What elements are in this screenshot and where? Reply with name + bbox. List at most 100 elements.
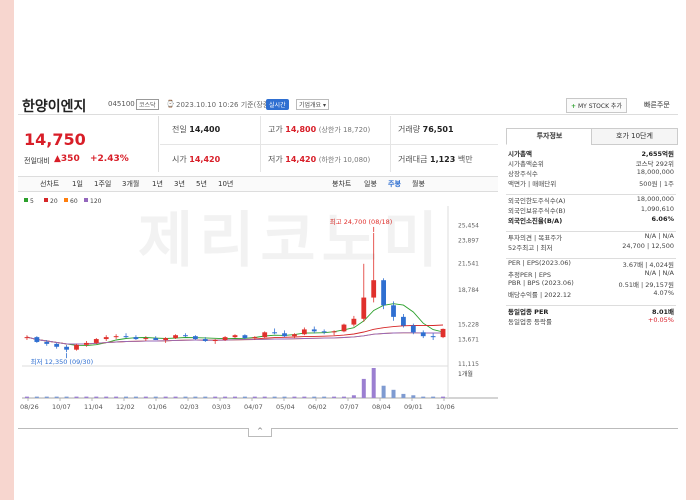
company-overview-button[interactable]: 기업개요 ▾ xyxy=(296,99,330,110)
info-row-label: 배당수익률 | 2022.12 xyxy=(508,291,572,299)
info-row-label: 상장주식수 xyxy=(508,170,538,178)
volume-bar xyxy=(272,396,277,398)
high-label: 고가 xyxy=(268,125,283,134)
info-row-per: PER | EPS(2023.06) 3.67배 | 4,024원 xyxy=(506,258,676,269)
low-value: 14,420 xyxy=(285,155,317,164)
tab-candle-chart[interactable]: 봉차트 xyxy=(332,180,352,188)
open-label: 시가 xyxy=(172,155,187,164)
volume-bar xyxy=(233,396,237,398)
tab-invest-info[interactable]: 투자정보 xyxy=(506,128,593,145)
info-row-per: 추정PER | EPS N/A | N/A xyxy=(506,269,676,279)
info-row-value: N/A | N/A xyxy=(644,232,674,240)
volume-bar xyxy=(84,396,89,398)
tab-3year[interactable]: 3년 xyxy=(174,180,185,188)
low-label: 저가 xyxy=(268,155,283,164)
amount-label: 거래대금 xyxy=(398,155,428,164)
watermark-text: 제리코노미 xyxy=(138,206,444,276)
tab-3month[interactable]: 3개월 xyxy=(122,180,140,188)
tab-monthly[interactable]: 월봉 xyxy=(412,180,425,188)
candle-body xyxy=(430,336,436,338)
collapse-toggle-button[interactable]: ^ xyxy=(248,428,272,437)
x-tick-label: 04/07 xyxy=(244,403,263,411)
x-tick-label: 09/01 xyxy=(404,403,423,411)
bottom-divider xyxy=(18,428,678,429)
candle-body xyxy=(381,280,387,306)
candle-body xyxy=(153,338,159,341)
volume-bar xyxy=(252,396,257,398)
quick-order-button[interactable]: 빠른주문 xyxy=(644,101,670,109)
info-row-value: N/A | N/A xyxy=(644,269,674,277)
volume-bar xyxy=(163,396,168,398)
legend-label: 5 xyxy=(30,198,34,205)
x-tick-label: 07/07 xyxy=(340,403,359,411)
tab-weekly[interactable]: 주봉 xyxy=(388,180,401,188)
volume-bar xyxy=(124,396,129,398)
info-row-label: 추정PER | EPS xyxy=(508,271,551,279)
invest-info-table: 시가총액 2,655억원 시가총액순위 코스닥 292위 상장주식수 18,000,000… xyxy=(506,148,676,326)
price-chart[interactable]: 제리코노미 5 20 60 120 25,454 23,897 21,541 18,784 15… xyxy=(18,192,498,432)
volume-bar xyxy=(371,368,376,398)
volume-bar xyxy=(64,396,69,398)
volume-bar xyxy=(114,396,119,398)
mystock-add-button[interactable]: + MY STOCK 추가 xyxy=(566,98,627,113)
company-overview-label: 기업개요 xyxy=(299,102,322,109)
candle-body xyxy=(361,297,367,319)
volume-bar xyxy=(203,396,208,398)
stock-name[interactable]: 한양이엔지 xyxy=(22,99,87,115)
tab-1day[interactable]: 1일 xyxy=(72,180,83,188)
amount-cell: 거래대금 1,123 백만 xyxy=(398,154,473,165)
volume-bar xyxy=(391,389,396,398)
info-tabs: 투자정보 호가 10단계 xyxy=(506,128,678,145)
price-panel: 14,750 전일대비 ▲350 +2.43% xyxy=(18,116,159,172)
info-row-value: 18,000,000 xyxy=(636,168,674,176)
y-tick-label: 13,671 xyxy=(458,336,479,343)
info-row-label: 시가총액순위 xyxy=(508,160,544,168)
volume-label: 거래량 xyxy=(398,125,421,134)
info-row-foreign: 외국인보유주식수(B) 1,090,610 xyxy=(506,205,676,215)
tab-line-chart[interactable]: 선차트 xyxy=(40,180,60,188)
x-tick-label: 08/04 xyxy=(372,403,391,411)
volume-bar xyxy=(431,396,436,398)
left-margin xyxy=(0,0,14,500)
stock-summary-panel: 한양이엔지 045100 코스닥 ⌚ 2023.10.10 10:26 기준(장… xyxy=(18,94,678,437)
info-row-value: 0.51배 | 29,157원 xyxy=(618,281,675,289)
high-value: 14,800 xyxy=(285,125,317,134)
info-row-rows: 상장주식수 18,000,000 xyxy=(506,168,676,178)
info-row-label: 동일업종 PER xyxy=(508,308,549,316)
tab-1week[interactable]: 1주일 xyxy=(94,180,112,188)
quote-grid: 전일 14,400 고가 14,800 (상한가 18,720) 거래량 76,… xyxy=(160,116,498,172)
legend-label: 120 xyxy=(90,198,102,205)
tab-1year[interactable]: 1년 xyxy=(152,180,163,188)
info-row-label: 52주최고 | 최저 xyxy=(508,244,553,252)
candle-body xyxy=(292,334,297,337)
tab-daily[interactable]: 일봉 xyxy=(364,180,377,188)
tab-order-book[interactable]: 호가 10단계 xyxy=(591,128,678,145)
x-tick-label: 06/02 xyxy=(308,403,327,411)
y-tick-label: 18,784 xyxy=(458,287,479,294)
volume-bar xyxy=(143,396,148,398)
candle-body xyxy=(331,331,337,333)
lower-limit: (하한가 10,080) xyxy=(318,156,371,164)
x-tick-label: 12/02 xyxy=(116,403,135,411)
info-row-opinion: 52주최고 | 최저 24,700 | 12,500 xyxy=(506,242,676,252)
amount-value: 1,123 xyxy=(430,155,456,164)
info-row-value: 코스닥 292위 xyxy=(635,160,674,168)
live-badge[interactable]: 실시간 xyxy=(266,99,289,110)
x-tick-label: 01/06 xyxy=(148,403,167,411)
legend-label: 20 xyxy=(50,198,58,205)
candle-body xyxy=(183,335,188,337)
info-row-value: 8.01배 xyxy=(651,308,674,316)
volume-bar xyxy=(44,396,49,398)
tab-5year[interactable]: 5년 xyxy=(196,180,207,188)
up-arrow-icon: ▲ xyxy=(54,154,61,164)
candle-body xyxy=(202,339,208,341)
y-tick-label: 25,454 xyxy=(458,223,479,230)
info-row-foreign: 외국인한도주식수(A) 18,000,000 xyxy=(506,194,676,205)
chevron-up-icon: ^ xyxy=(257,427,263,435)
info-row-value: 24,700 | 12,500 xyxy=(622,242,674,250)
volume-bar xyxy=(213,396,218,398)
info-row-label: 외국인보유주식수(B) xyxy=(508,207,566,215)
tab-10year[interactable]: 10년 xyxy=(218,180,234,188)
info-row-value: 1,090,610 xyxy=(640,205,674,213)
candle-body xyxy=(173,335,178,339)
